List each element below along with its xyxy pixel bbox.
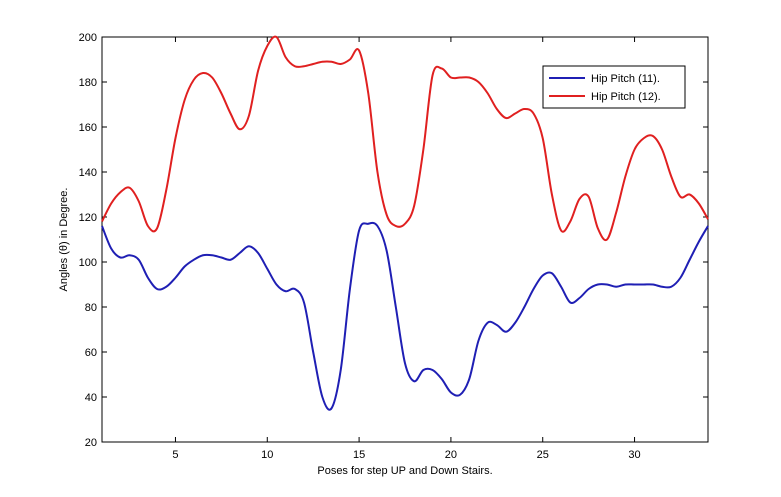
y-tick-label: 80 <box>85 302 97 314</box>
y-axis-label: Angles (θ) in Degree. <box>58 188 70 292</box>
x-tick-label: 25 <box>537 449 549 461</box>
y-tick-label: 20 <box>85 437 97 449</box>
y-axis-ticks: 20 40 60 80 100 120 140 160 180 200 <box>79 32 708 449</box>
legend-box <box>542 65 686 109</box>
y-tick-label: 140 <box>79 167 97 179</box>
x-tick-label: 5 <box>172 449 178 461</box>
series-line-2 <box>101 35 709 242</box>
series-line-1 <box>101 221 709 411</box>
series-layer <box>101 35 709 411</box>
x-tick-label: 30 <box>628 449 640 461</box>
legend-label: Hip Pitch (11). <box>591 73 660 85</box>
x-tick-label: 15 <box>353 449 365 461</box>
y-tick-label: 200 <box>79 32 97 44</box>
y-tick-label: 160 <box>79 122 97 134</box>
legend: Hip Pitch (11). Hip Pitch (12). <box>542 65 686 109</box>
y-tick-label: 180 <box>79 77 97 89</box>
x-axis-label: Poses for step UP and Down Stairs. <box>317 465 492 477</box>
x-tick-label: 10 <box>261 449 273 461</box>
y-tick-label: 60 <box>85 347 97 359</box>
x-axis-ticks: 5 10 15 20 25 30 <box>172 37 641 461</box>
x-tick-label: 20 <box>445 449 457 461</box>
y-tick-label: 100 <box>79 257 97 269</box>
legend-label: Hip Pitch (12). <box>591 91 661 103</box>
y-tick-label: 120 <box>79 212 97 224</box>
y-tick-label: 40 <box>85 392 97 404</box>
